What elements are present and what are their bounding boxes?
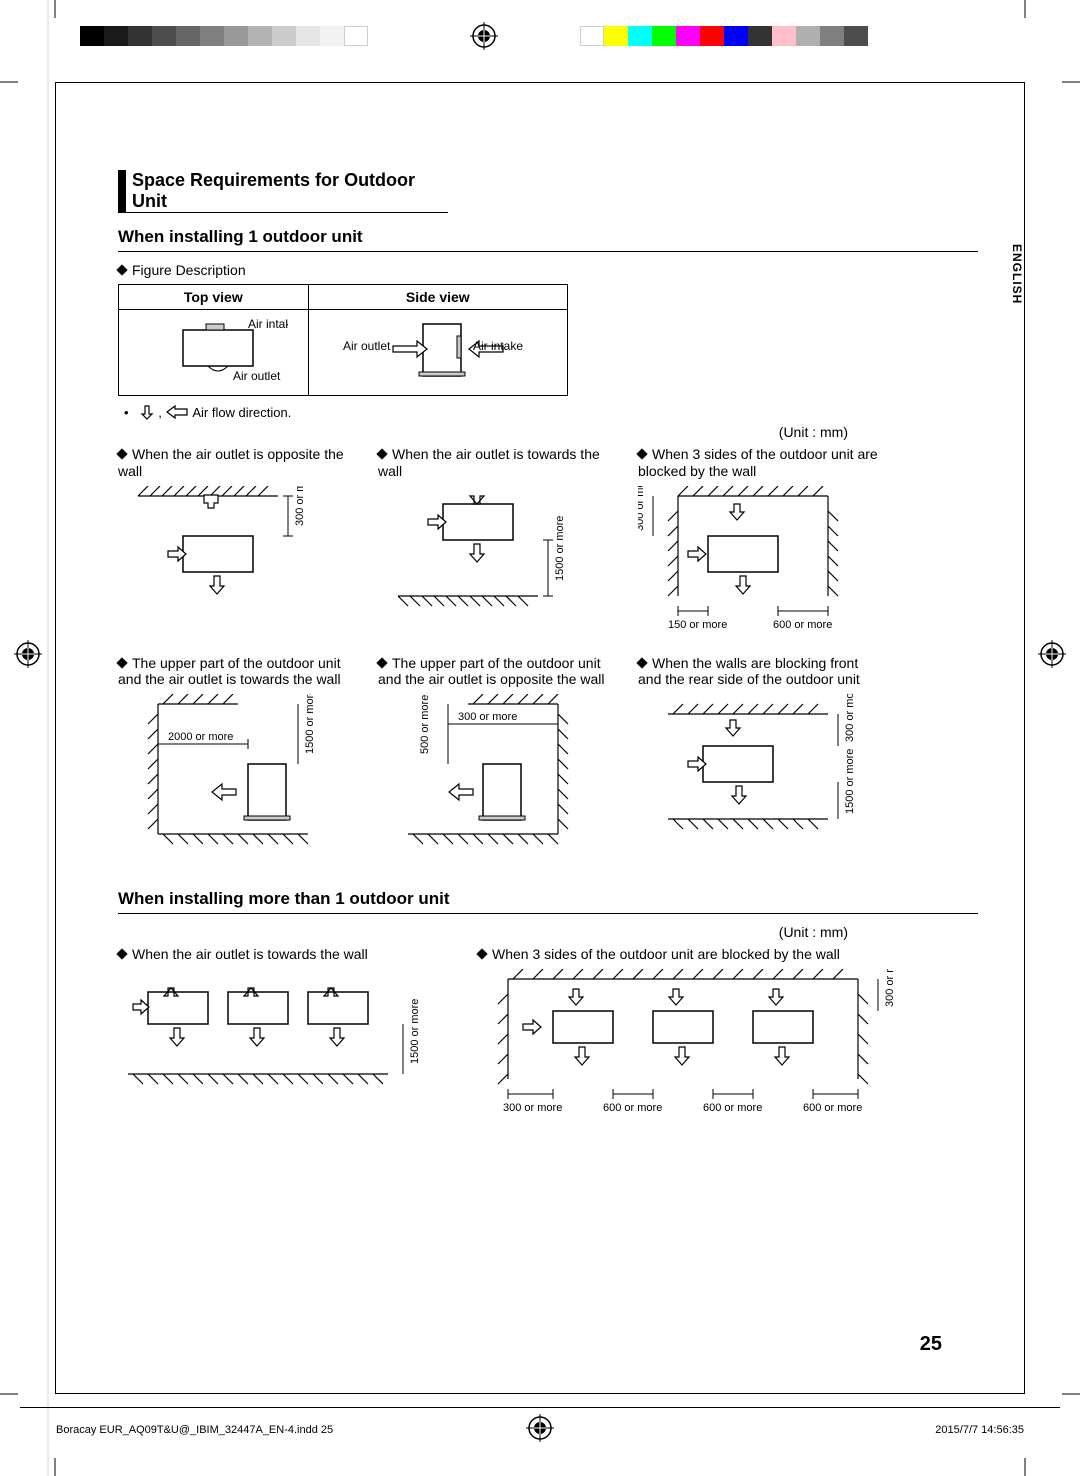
registration-mark-top [470, 22, 498, 50]
svg-text:1500 or more: 1500 or more [409, 999, 421, 1064]
language-tab: ENGLISH [1010, 244, 1024, 304]
svg-text:Air outlet: Air outlet [233, 369, 281, 383]
footer-filename: Boracay EUR_AQ09T&U@_IBIM_32447A_EN-4.in… [56, 1424, 333, 1436]
case-1: When the air outlet is opposite the wall… [118, 446, 358, 641]
unit-label-2: (Unit : mm) [118, 924, 848, 940]
svg-text:1500 or more: 1500 or more [304, 694, 316, 754]
svg-text:300 or more: 300 or more [294, 486, 306, 526]
figure-description-table: Top view Side view Air intake Air outlet [118, 284, 568, 396]
case-6: When the walls are blocking front and th… [638, 655, 878, 860]
svg-text:Air intake: Air intake [248, 317, 288, 331]
airflow-icon-horizontal [165, 405, 189, 419]
case-3: When 3 sides of the outdoor unit are blo… [638, 446, 878, 641]
svg-text:150 or more: 150 or more [668, 619, 727, 631]
case-5-diagram: 300 or more 500 or more [378, 694, 618, 854]
svg-text:Air intake: Air intake [473, 339, 523, 353]
case-1-diagram: 300 or more [118, 486, 358, 616]
svg-text:2000 or more: 2000 or more [168, 731, 233, 743]
svg-text:300 or more: 300 or more [884, 969, 896, 1007]
th-side-view: Side view [308, 285, 567, 310]
svg-text:600 or more: 600 or more [603, 1102, 662, 1114]
registration-mark-right [1038, 640, 1066, 668]
colorbar-gray [80, 26, 368, 46]
td-top-view: Air intake Air outlet [119, 310, 309, 396]
colorbar-color [580, 26, 868, 46]
section-title: Space Requirements for Outdoor Unit [132, 168, 415, 217]
case-2-diagram: 1500 or more [378, 486, 618, 616]
unit-label-1: (Unit : mm) [118, 424, 848, 440]
svg-text:300 or more: 300 or more [638, 486, 646, 531]
svg-text:Air outlet: Air outlet [343, 339, 391, 353]
svg-text:600 or more: 600 or more [703, 1102, 762, 1114]
svg-text:600 or more: 600 or more [803, 1102, 862, 1114]
multi-case-2: When 3 sides of the outdoor unit are blo… [478, 946, 918, 1134]
svg-text:600 or more: 600 or more [773, 619, 832, 631]
td-side-view: Air outlet Air intake [308, 310, 567, 396]
svg-text:500 or more: 500 or more [419, 695, 431, 754]
subheading-2: When installing more than 1 outdoor unit [118, 889, 978, 914]
case-4-diagram: 2000 or more 1500 or more [118, 694, 358, 854]
subheading-1: When installing 1 outdoor unit [118, 227, 978, 252]
top-view-icon: Air intake Air outlet [138, 316, 288, 386]
multi-case-1-diagram: 1500 or more [118, 969, 458, 1119]
airflow-note: • , Air flow direction. [118, 404, 978, 420]
side-view-icon: Air outlet Air intake [333, 316, 543, 386]
case-3-diagram: 300 or more 150 or more 600 or more [638, 486, 878, 636]
case-5: The upper part of the outdoor unit and t… [378, 655, 618, 860]
airflow-icon-vertical [138, 404, 158, 420]
svg-text:300 or more: 300 or more [503, 1102, 562, 1114]
footer-timestamp: 2015/7/7 14:56:35 [935, 1424, 1024, 1436]
figure-description-line: Figure Description [118, 262, 978, 278]
svg-text:1500 or more: 1500 or more [554, 515, 566, 580]
page-number: 25 [920, 1333, 942, 1356]
svg-text:1500 or more: 1500 or more [844, 749, 856, 814]
svg-text:300 or more: 300 or more [844, 694, 856, 742]
multi-case-1: When the air outlet is towards the wall [118, 946, 458, 1134]
footer-rule [20, 1407, 1060, 1408]
case-4: The upper part of the outdoor unit and t… [118, 655, 358, 860]
case-6-diagram: 300 or more 1500 or more [638, 694, 878, 854]
multi-case-2-diagram: 300 or more 300 or more 600 or more 600 … [478, 969, 918, 1129]
page-content: Space Requirements for Outdoor Unit When… [118, 170, 978, 1134]
case-2: When the air outlet is towards the wall … [378, 446, 618, 641]
registration-mark-left [14, 640, 42, 668]
registration-mark-bottom [526, 1414, 554, 1442]
th-top-view: Top view [119, 285, 309, 310]
svg-text:300 or more: 300 or more [458, 711, 517, 723]
